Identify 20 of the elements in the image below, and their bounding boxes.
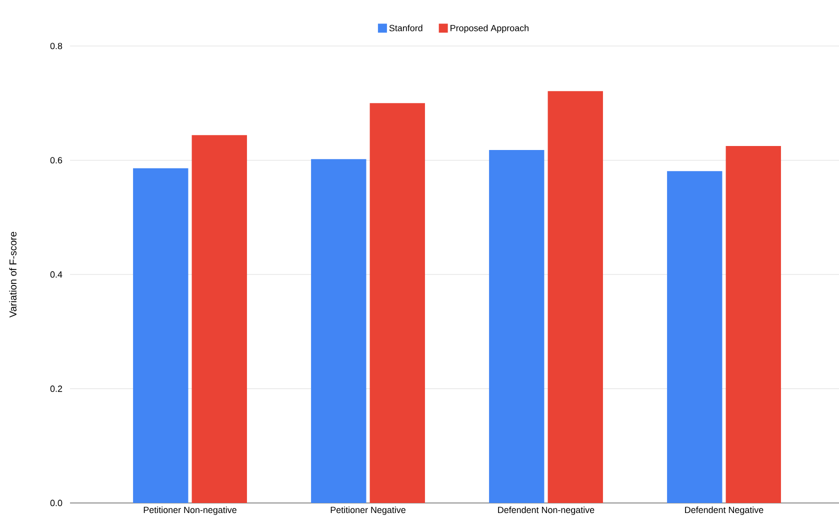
bar (192, 135, 247, 503)
bar (370, 103, 425, 503)
x-tick-label: Petitioner Non-negative (144, 506, 236, 515)
y-tick-label: 0.8 (50, 42, 62, 50)
legend-label: Proposed Approach (450, 24, 528, 34)
y-tick-label: 0.0 (50, 500, 62, 506)
y-tick-label: 0.2 (50, 386, 62, 392)
x-tick-label: Defendent Non-negative (498, 506, 594, 515)
x-tick-label: Petitioner Negative (330, 506, 406, 515)
legend-label: Stanford (389, 24, 422, 32)
bar (133, 168, 188, 503)
y-tick-label: 0.4 (50, 271, 62, 278)
x-tick-label: Defendent Negative (685, 506, 764, 515)
y-tick-label: 0.6 (50, 157, 62, 164)
bar (667, 171, 722, 503)
y-axis-title: Variation of F-score (9, 232, 16, 318)
bar (548, 91, 603, 503)
bar (311, 159, 366, 503)
bar (726, 146, 781, 503)
bar (489, 150, 544, 503)
